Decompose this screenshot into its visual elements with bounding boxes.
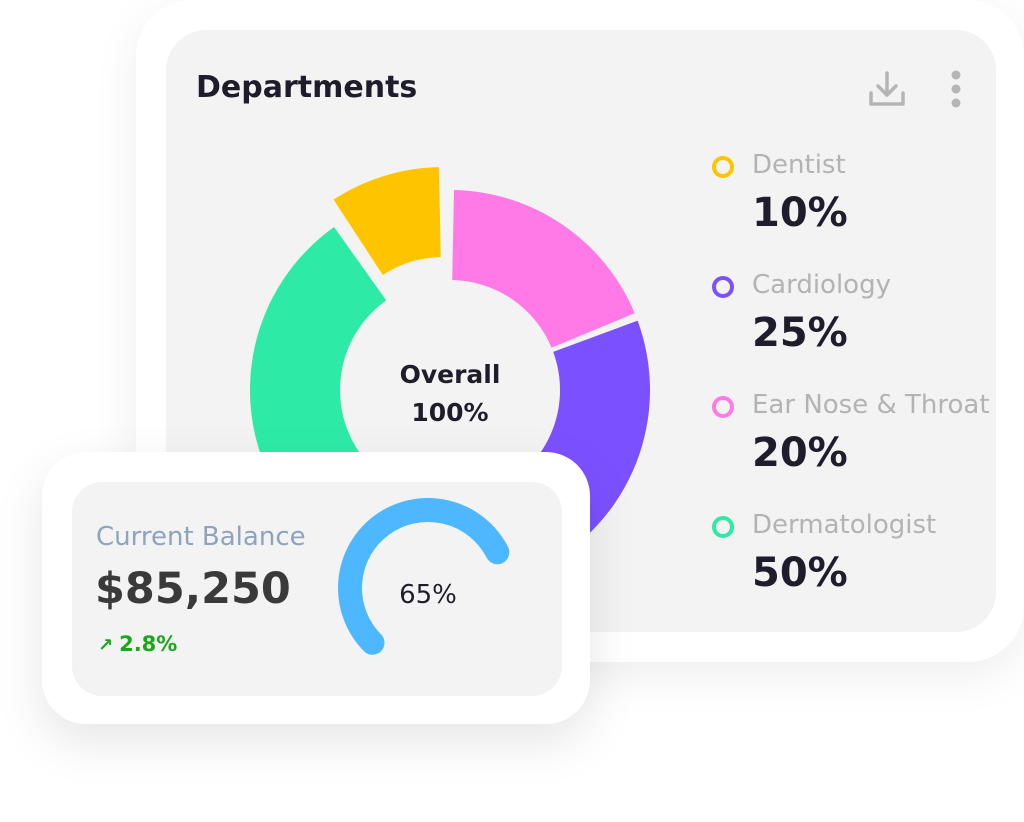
- legend-value-ent: 20%: [752, 430, 848, 476]
- legend-dot-dentist: [712, 156, 734, 178]
- balance-change: ↗ 2.8%: [98, 632, 177, 656]
- legend-label-ent: Ear Nose & Throat: [752, 390, 990, 420]
- legend-label-dentist: Dentist: [752, 150, 846, 180]
- download-button[interactable]: [864, 66, 910, 112]
- legend-dot-dermatologist: [712, 516, 734, 538]
- balance-gauge: [338, 498, 510, 655]
- balance-label: Current Balance: [96, 522, 306, 552]
- legend-dot-cardiology: [712, 276, 734, 298]
- legend-value-dentist: 10%: [752, 190, 848, 236]
- gauge-label: 65%: [399, 580, 457, 610]
- legend-label-dermatologist: Dermatologist: [752, 510, 937, 540]
- download-icon: [869, 71, 905, 106]
- donut-center-title: Overall: [399, 360, 501, 389]
- gauge-arc: [338, 498, 510, 655]
- more-vertical-icon: [951, 70, 961, 108]
- arrow-up-right-icon: ↗: [98, 635, 114, 656]
- donut-segment-ear-nose-throat: [452, 190, 635, 348]
- balance-change-value: 2.8%: [119, 632, 178, 656]
- legend-value-cardiology: 25%: [752, 310, 848, 356]
- donut-center-label: Overall 100%: [375, 356, 525, 432]
- departments-title: Departments: [196, 70, 418, 105]
- more-options-button[interactable]: [940, 66, 972, 112]
- donut-segment-dentist: [333, 167, 441, 275]
- legend-label-cardiology: Cardiology: [752, 270, 891, 300]
- donut-center-value: 100%: [411, 398, 489, 427]
- legend-dot-ent: [712, 396, 734, 418]
- legend-value-dermatologist: 50%: [752, 550, 848, 596]
- balance-amount: $85,250: [95, 564, 291, 614]
